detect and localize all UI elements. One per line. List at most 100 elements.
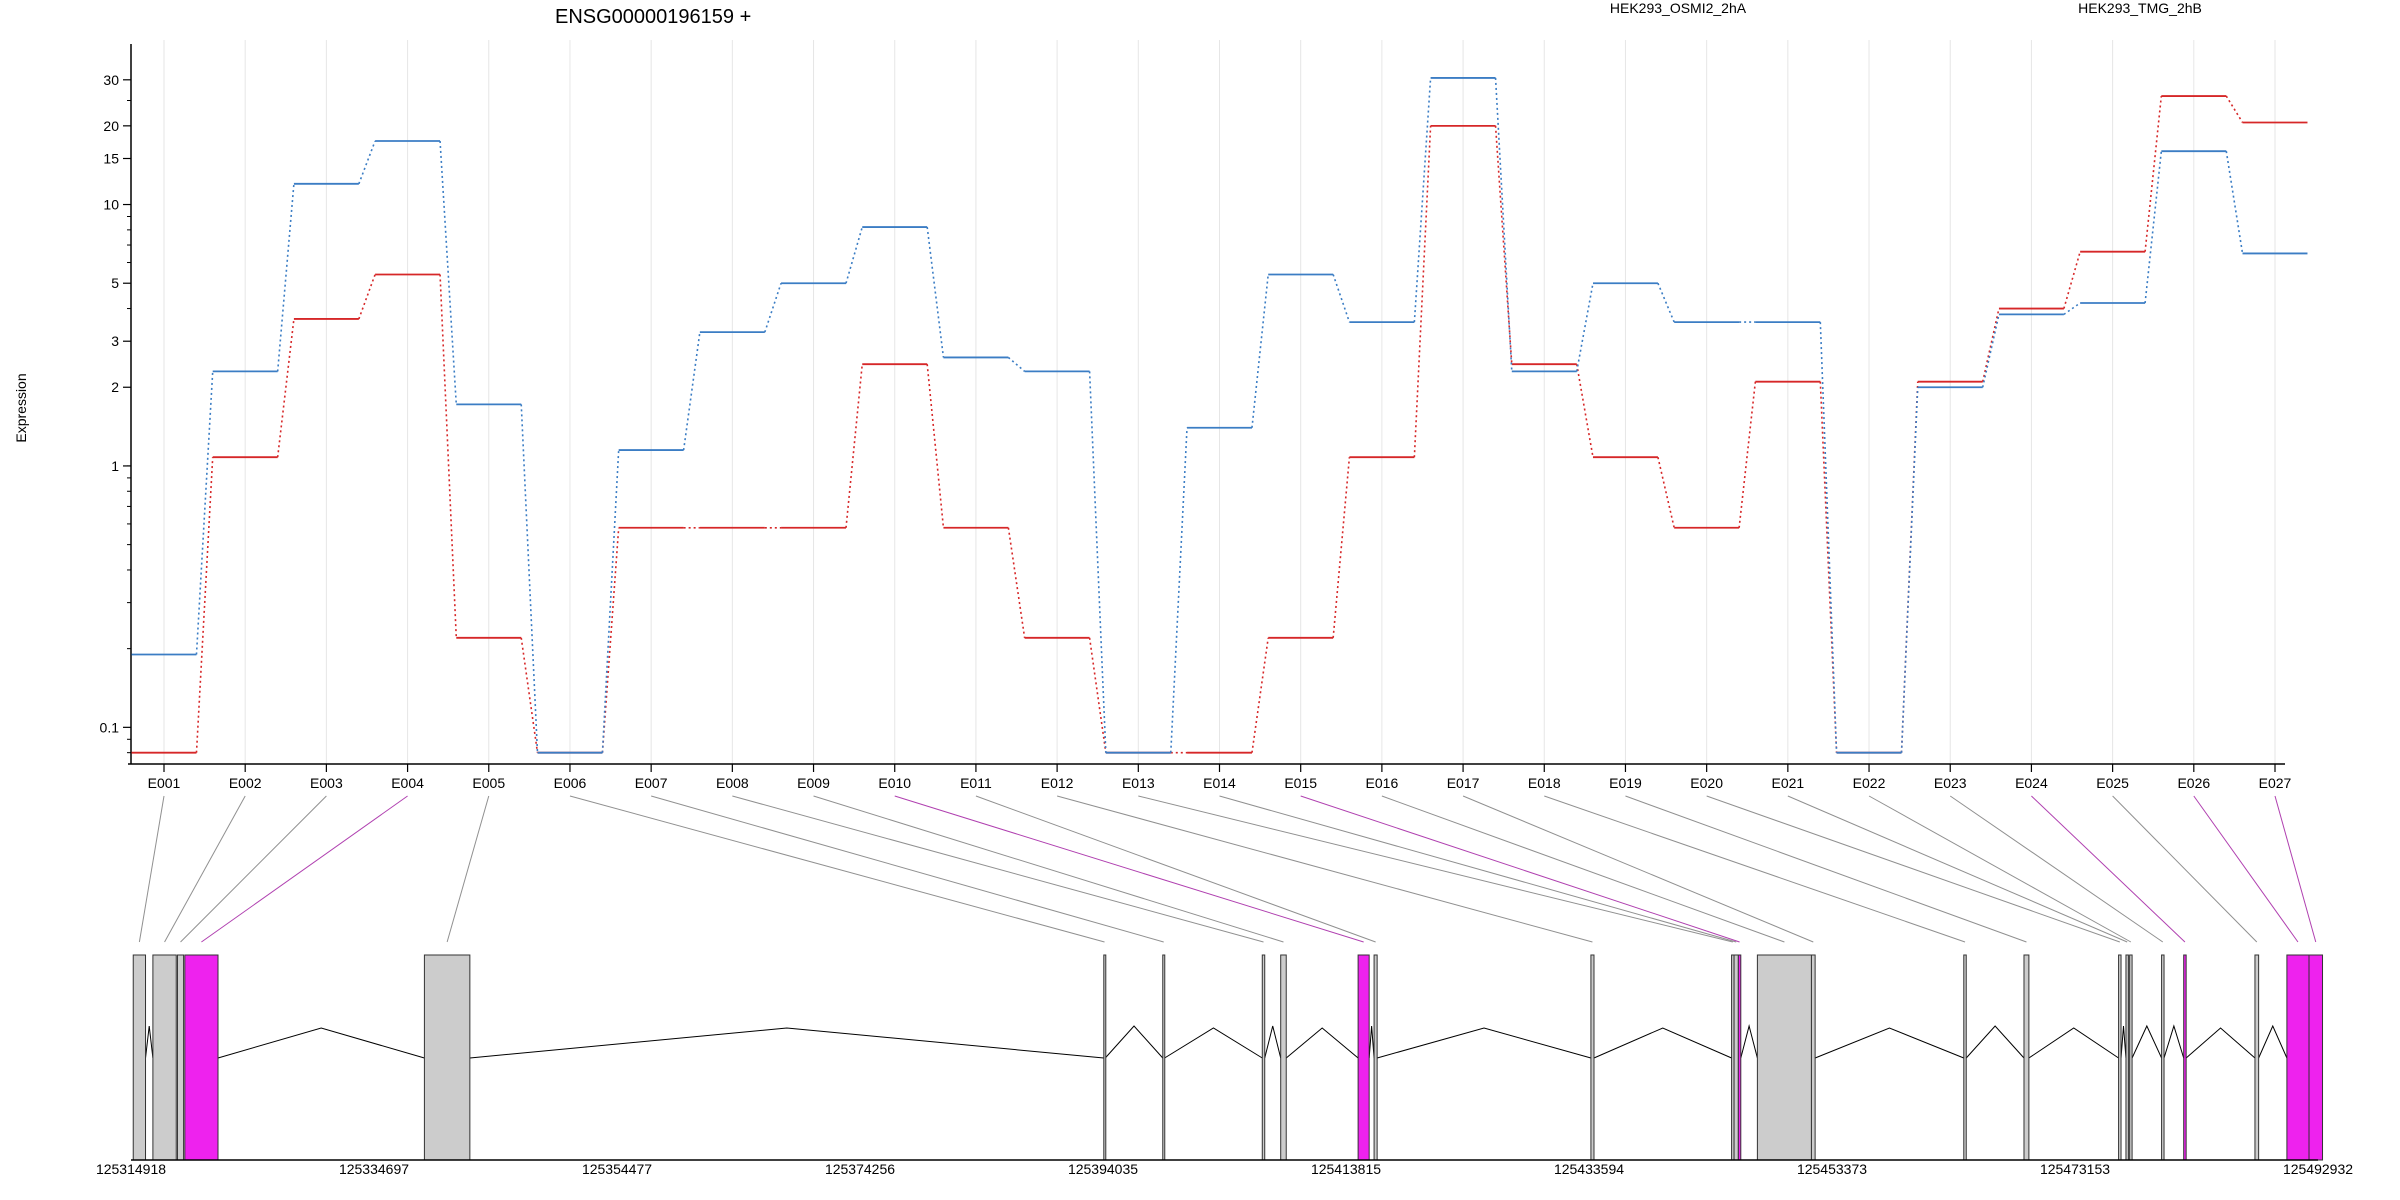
series-2 [131,77,2308,754]
x-tick-label-E027: E027 [2259,775,2292,791]
series-connector [1251,637,1270,753]
intron-E018 [1965,1025,2025,1059]
y-tick-label-15: 15 [103,150,119,166]
series-1 [131,95,2308,754]
connector-E021 [1787,795,2128,943]
series-connector [1575,364,1594,458]
exon-box-E008 [1261,954,1266,1161]
series-connector [276,318,295,458]
series-connector [358,274,376,320]
series-connector [439,274,458,638]
series-connector [195,457,214,753]
x-tick-label-E003: E003 [310,775,343,791]
series-connector [1981,308,2000,382]
series-connector [1332,457,1351,638]
genome-tick-label-125453373: 125453373 [1797,1161,1867,1177]
exon-box-E020 [2118,954,2122,1161]
x-tick-label-E011: E011 [960,775,992,791]
series-connector [1494,77,1513,372]
connector-E026 [2193,795,2299,943]
connector-E012 [1056,795,1593,943]
intron-E011 [1377,1027,1592,1059]
genome-tick-label-125394035: 125394035 [1068,1161,1138,1177]
series-connector [1088,371,1107,753]
exon-box-E006 [1103,954,1107,1161]
series-connector [1657,282,1675,323]
exon-box-E012 [1590,954,1595,1161]
series-connector [276,183,295,372]
y-tick-label-10: 10 [103,197,119,213]
genome-tick-label-125334697: 125334697 [339,1161,409,1177]
connector-E009 [813,795,1284,943]
series-connector [439,140,458,405]
x-tick-label-E020: E020 [1690,775,1723,791]
intron-E010 [1368,1025,1375,1059]
legend-entry-series-1: HEK293_OSMI2_2hA [1610,0,1747,16]
connector-E015 [1300,795,1740,943]
x-tick-label-E023: E023 [1934,775,1967,791]
connector-E005 [446,795,490,943]
intron-E020 [2120,1025,2127,1059]
intron-E006 [1104,1025,1164,1059]
exon-box-E002 [152,954,177,1161]
exon-box-E004 [184,954,219,1161]
exon-box-E010 [1357,954,1370,1161]
x-tick-label-E008: E008 [716,775,749,791]
connector-E006 [569,795,1105,943]
y-tick-label-30: 30 [103,72,119,88]
exon-box-E009 [1280,954,1287,1161]
intron-E019 [2028,1027,2119,1059]
x-tick-label-E006: E006 [554,775,587,791]
connector-E023 [1949,795,2164,943]
series-connector [764,282,782,333]
connector-E008 [732,795,1264,943]
exon-box-E024 [2183,954,2187,1161]
x-tick-label-E014: E014 [1203,775,1236,791]
connector-E027 [2274,795,2317,943]
series-connector [601,527,620,753]
series-connector [520,637,539,753]
exon-box-E019 [2023,954,2030,1161]
series-connector [682,332,701,451]
series-connector [1657,457,1675,528]
connector-E018 [1544,795,1966,943]
legend-entry-series-2: HEK293_TMG_2hB [2078,0,2202,16]
connector-E004 [201,795,408,943]
x-tick-label-E016: E016 [1366,775,1399,791]
series-connector [1575,283,1594,372]
connector-E019 [1625,795,2027,943]
y-tick-label-0.1: 0.1 [100,719,120,735]
x-tick-label-E025: E025 [2096,775,2129,791]
x-tick-label-E009: E009 [797,775,830,791]
x-tick-label-E018: E018 [1528,775,1561,791]
series-connector [1007,356,1026,372]
connector-E025 [2112,795,2258,943]
x-tick-label-E013: E013 [1122,775,1155,791]
x-tick-label-E015: E015 [1284,775,1317,791]
x-tick-label-E021: E021 [1771,775,1804,791]
intron-E009 [1285,1027,1359,1059]
intron-E007 [1164,1027,1263,1059]
series-connector [1819,381,1838,753]
exon-box-E011 [1373,954,1378,1161]
y-tick-label-2: 2 [111,379,119,395]
x-tick-label-E026: E026 [2177,775,2210,791]
series-connector [1413,125,1432,458]
exon-box-E021 [2125,954,2129,1161]
exon-box-E001 [132,954,147,1161]
x-tick-label-E001: E001 [148,775,181,791]
y-tick-label-3: 3 [111,333,119,349]
series-connector [845,364,864,528]
connector-E007 [651,795,1164,943]
chart-title: ENSG00000196159 + [555,6,751,28]
genome-tick-label-125314918: 125314918 [96,1161,166,1177]
series-connector [2144,95,2163,252]
exon-box-E022 [2129,954,2133,1161]
genome-tick-label-125354477: 125354477 [582,1161,652,1177]
intron-E017 [1814,1027,1964,1059]
series-connector [520,404,539,753]
connector-E024 [2031,795,2186,943]
genome-tick-label-125473153: 125473153 [2040,1161,2110,1177]
connector-E013 [1138,795,1733,943]
connector-E002 [164,795,246,943]
